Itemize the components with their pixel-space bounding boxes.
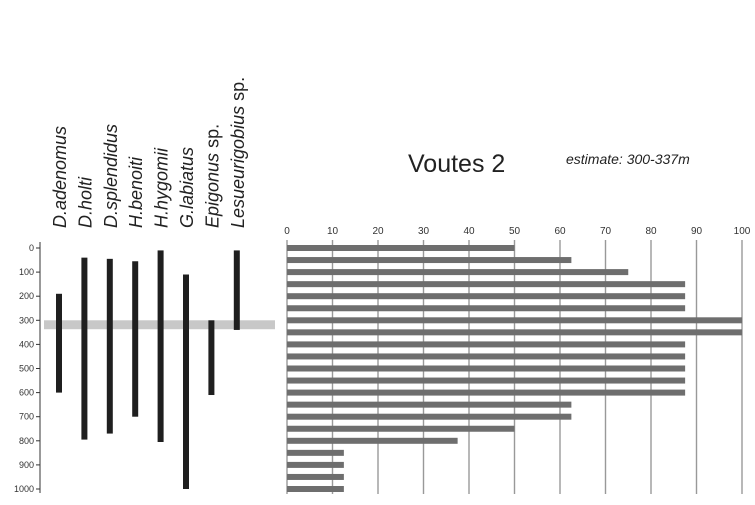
- species-name: H.hygomii: [152, 147, 172, 228]
- occurrence-bar: [287, 413, 572, 420]
- depth-range-bar: [132, 261, 139, 417]
- species-label: Lesueurigobius sp.: [228, 77, 248, 228]
- chart-subtitle: estimate: 300-337m: [566, 151, 690, 167]
- occurrence-bar: [287, 461, 344, 468]
- depth-range-bar: [233, 250, 240, 330]
- species-name: D.splendidus: [101, 124, 121, 228]
- depth-tick-label: 700: [19, 412, 34, 422]
- occurrence-bar: [287, 245, 515, 251]
- occurrence-bar: [287, 281, 686, 288]
- occurrence-bar: [287, 341, 686, 348]
- occurrence-bar: [287, 389, 686, 396]
- occurrence-bar: [287, 377, 686, 384]
- x-tick-label: 50: [509, 226, 521, 237]
- depth-range-bar: [208, 320, 215, 396]
- x-tick-label: 20: [372, 226, 384, 237]
- occurrence-bar: [287, 437, 458, 444]
- depth-tick-label: 600: [19, 388, 34, 398]
- species-name: Epigonus: [202, 153, 222, 228]
- occurrence-bar: [287, 425, 515, 432]
- depth-tick-label: 200: [19, 291, 34, 301]
- species-label: D.holti: [75, 176, 95, 228]
- occurrence-bar: [287, 473, 344, 480]
- depth-range-bar: [157, 250, 164, 443]
- species-label: H.hygomii: [152, 147, 172, 228]
- x-tick-label: 10: [327, 226, 339, 237]
- x-tick-label: 30: [418, 226, 430, 237]
- species-name: D.adenomus: [50, 126, 70, 228]
- depth-tick-label: 1000: [14, 484, 34, 494]
- depth-tick-label: 400: [19, 339, 34, 349]
- occurrence-bar: [287, 449, 344, 456]
- occurrence-bar: [287, 329, 742, 336]
- species-label: H.benoiti: [126, 156, 146, 228]
- species-name: G.labiatus: [177, 147, 197, 228]
- species-name: Lesueurigobius: [228, 106, 248, 228]
- depth-range-bar: [106, 258, 113, 434]
- x-tick-label: 60: [554, 226, 566, 237]
- species-name: H.benoiti: [126, 156, 146, 228]
- x-tick-label: 0: [284, 226, 290, 237]
- depth-tick-label: 0: [29, 243, 34, 253]
- species-name: D.holti: [75, 176, 95, 228]
- species-suffix: sp.: [202, 124, 222, 153]
- occurrence-bar: [287, 257, 572, 264]
- species-label: G.labiatus: [177, 147, 197, 228]
- depth-tick-label: 800: [19, 436, 34, 446]
- occurrence-bar: [287, 401, 572, 408]
- x-tick-label: 90: [691, 226, 703, 237]
- species-suffix: sp.: [228, 77, 248, 106]
- x-tick-label: 70: [600, 226, 612, 237]
- occurrence-bar: [287, 293, 686, 300]
- x-tick-label: 40: [463, 226, 475, 237]
- occurrence-bar: [287, 353, 686, 360]
- species-label: D.adenomus: [50, 126, 70, 228]
- depth-tick-label: 300: [19, 315, 34, 325]
- species-label: D.splendidus: [101, 124, 121, 228]
- x-tick-label: 100: [734, 226, 751, 237]
- x-tick-label: 80: [645, 226, 657, 237]
- chart-title: Voutes 2: [408, 150, 505, 178]
- occurrence-bar: [287, 317, 742, 324]
- species-label: Epigonus sp.: [202, 124, 222, 228]
- occurrence-bar: [287, 269, 629, 276]
- depth-tick-label: 900: [19, 460, 34, 470]
- depth-tick-label: 100: [19, 267, 34, 277]
- depth-tick-label: 500: [19, 364, 34, 374]
- occurrence-bar: [287, 486, 344, 492]
- depth-range-bar: [81, 257, 88, 440]
- depth-range-bar: [56, 293, 62, 393]
- occurrence-bar: [287, 305, 686, 312]
- depth-range-bar: [183, 274, 189, 489]
- occurrence-bar: [287, 365, 686, 372]
